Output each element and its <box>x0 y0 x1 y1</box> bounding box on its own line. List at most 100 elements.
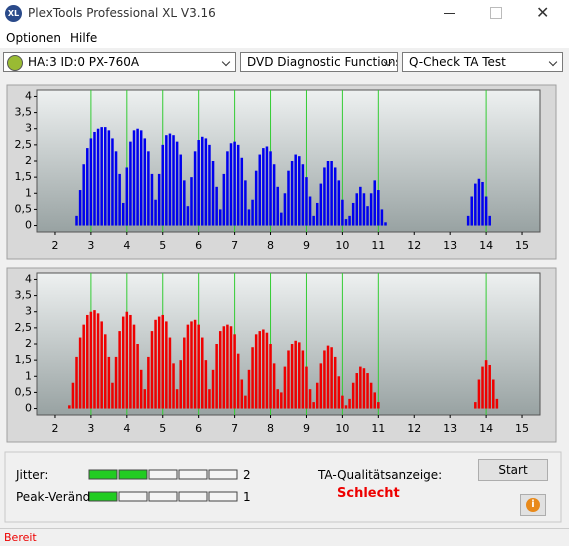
close-button[interactable]: ✕ <box>536 3 550 22</box>
y-tick-label: 1 <box>25 186 32 199</box>
function-select[interactable]: DVD Diagnostic Functions <box>240 52 398 72</box>
level-segment <box>118 491 148 502</box>
level-segment <box>178 469 208 480</box>
y-tick-label: 3 <box>25 122 32 135</box>
bar <box>86 148 89 226</box>
bar <box>323 167 326 226</box>
bar <box>132 130 136 226</box>
bar <box>215 344 218 409</box>
drive-select[interactable]: HA:3 ID:0 PX-760A <box>3 52 236 72</box>
bar <box>136 128 139 226</box>
bar <box>276 186 279 226</box>
peak-label: Peak-Veränd <box>16 490 91 504</box>
x-tick-label: 5 <box>159 239 166 252</box>
x-tick-label: 9 <box>303 239 310 252</box>
bar <box>319 183 323 226</box>
level-segment <box>148 491 178 502</box>
bar <box>305 366 308 409</box>
bar <box>348 215 351 226</box>
maximize-button[interactable] <box>490 7 502 19</box>
bar <box>183 180 186 226</box>
y-tick-label: 2 <box>25 154 32 167</box>
bar <box>211 161 215 226</box>
bar <box>215 186 218 226</box>
x-tick-label: 9 <box>303 422 310 435</box>
bar <box>125 167 129 226</box>
bar <box>240 379 244 409</box>
test-label: Q-Check TA Test <box>409 55 506 69</box>
bar <box>154 199 157 226</box>
level-segment-on <box>88 469 118 480</box>
bar <box>197 140 200 226</box>
bar <box>495 398 499 409</box>
bar <box>233 334 236 409</box>
bar <box>481 181 484 226</box>
jitter-value: 2 <box>243 468 251 482</box>
bar <box>474 183 477 226</box>
y-tick-label: 1,5 <box>15 353 33 366</box>
bar <box>341 199 344 226</box>
bar <box>254 334 258 409</box>
bar <box>258 331 262 409</box>
menu-item[interactable]: Hilfe <box>70 31 98 45</box>
bar <box>351 202 355 226</box>
bar <box>111 138 114 226</box>
bar <box>272 164 276 226</box>
bar <box>377 190 380 226</box>
bar <box>265 146 269 226</box>
bar <box>93 131 96 226</box>
bar <box>179 360 182 409</box>
x-tick-label: 2 <box>51 422 58 435</box>
y-tick-label: 2,5 <box>15 138 33 151</box>
bar <box>290 344 294 409</box>
start-button[interactable]: Start <box>478 459 548 481</box>
bar <box>481 366 484 409</box>
quality-value: Schlecht <box>337 486 400 501</box>
bar <box>154 319 157 409</box>
bar <box>82 164 85 226</box>
bar <box>484 196 488 226</box>
info-button[interactable]: i <box>520 494 546 516</box>
bar <box>290 161 294 226</box>
bar <box>362 193 366 226</box>
bar <box>157 173 161 226</box>
bar <box>222 173 226 226</box>
y-tick-label: 2 <box>25 337 32 350</box>
bar <box>139 369 143 409</box>
y-tick-label: 3,5 <box>15 289 33 302</box>
bar <box>165 135 168 226</box>
drive-label: HA:3 ID:0 PX-760A <box>28 55 140 69</box>
bar <box>175 141 179 226</box>
bar <box>208 389 211 409</box>
bar <box>96 128 100 226</box>
bar <box>193 151 197 226</box>
minimize-button[interactable] <box>444 13 455 14</box>
bar <box>118 173 121 226</box>
bar <box>104 334 107 409</box>
test-select[interactable]: Q-Check TA Test <box>402 52 563 72</box>
bar <box>247 369 251 409</box>
bar <box>89 138 93 226</box>
bar <box>201 136 204 226</box>
bar <box>71 382 75 409</box>
bar <box>143 138 147 226</box>
bar <box>161 314 165 409</box>
level-segment-on <box>118 469 148 480</box>
app-icon: XL <box>5 5 22 22</box>
bar <box>190 177 193 226</box>
bar <box>233 141 236 226</box>
bar <box>366 206 369 226</box>
x-tick-label: 13 <box>443 239 457 252</box>
bar <box>384 222 387 226</box>
bar <box>107 356 111 409</box>
bar <box>488 215 491 226</box>
bar <box>262 329 265 409</box>
bar <box>305 177 308 226</box>
menu-item[interactable]: Optionen <box>6 31 62 45</box>
bar <box>355 193 359 226</box>
bar <box>269 344 272 409</box>
bar <box>251 347 254 409</box>
bar <box>272 363 276 409</box>
x-tick-label: 2 <box>51 239 58 252</box>
